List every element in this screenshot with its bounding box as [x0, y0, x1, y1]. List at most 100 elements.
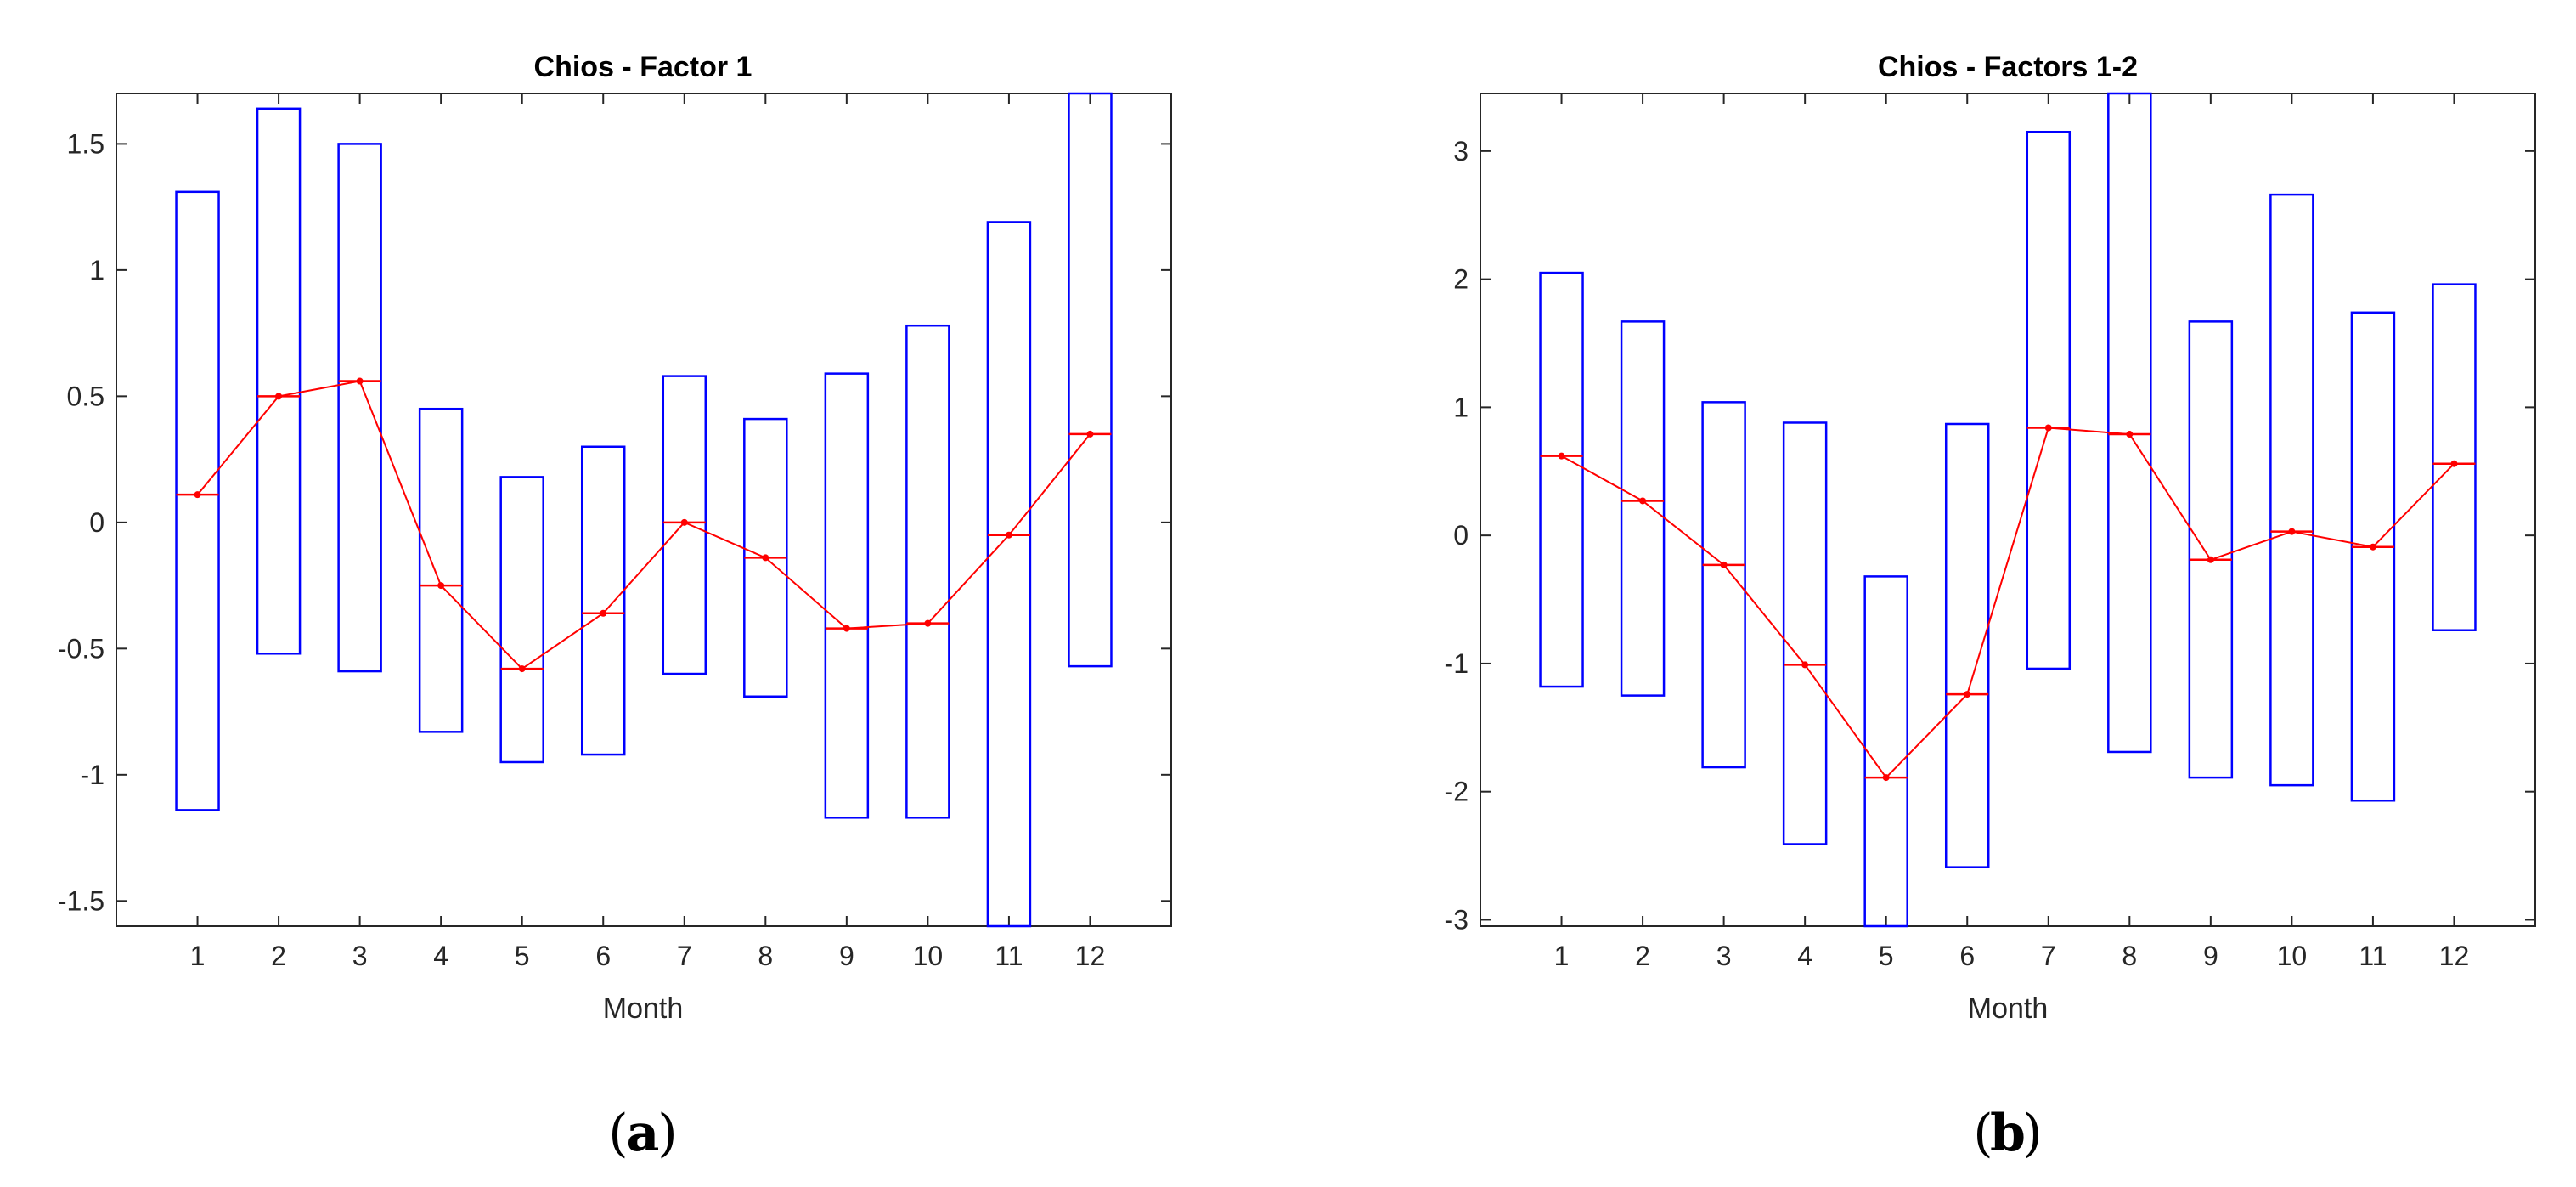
y-tick-label: 2 — [1453, 264, 1468, 295]
center-point — [1882, 774, 1890, 782]
x-tick-label: 8 — [2122, 941, 2137, 971]
box — [1944, 422, 1990, 868]
y-tick-label: 1 — [1453, 392, 1468, 422]
chart-b-caption-open-paren: ( — [1973, 1104, 1993, 1163]
x-tick-label: 11 — [995, 941, 1023, 971]
center-point — [2369, 543, 2376, 551]
x-tick-label: 12 — [1075, 941, 1106, 971]
center-point — [2288, 528, 2296, 535]
center-point — [600, 609, 607, 617]
box — [1863, 575, 1908, 928]
center-point — [437, 582, 445, 590]
chart-b-caption-close-paren: ) — [2022, 1104, 2042, 1163]
box — [1068, 92, 1113, 668]
center-point — [1964, 691, 1971, 698]
center-point — [1086, 430, 1094, 438]
box — [2107, 92, 2152, 754]
x-tick-label: 5 — [1879, 941, 1894, 971]
center-point — [1801, 661, 1809, 669]
x-tick-label: 2 — [1635, 941, 1650, 971]
center-point — [275, 393, 283, 400]
center-line — [196, 380, 1091, 670]
chart-a-plot: -1.5-1-0.500.511.51 2 3 4 5 6 7 8 9 10 11 12 — [58, 92, 1172, 971]
y-tick-label: 0 — [89, 507, 104, 538]
center-point — [194, 491, 201, 499]
y-tick-label: 1.5 — [67, 128, 104, 159]
y-tick-label: -1 — [81, 760, 104, 790]
center-point — [762, 554, 769, 562]
center-point — [1720, 561, 1728, 568]
chart-b-caption: b — [1990, 1104, 2026, 1163]
x-tick-label: 10 — [913, 941, 944, 971]
x-tick-label: 7 — [677, 941, 692, 971]
box — [2026, 130, 2072, 670]
chart-a-caption: a — [627, 1104, 660, 1163]
center-point — [2126, 431, 2134, 438]
center-point — [2044, 424, 2052, 432]
center-line — [1561, 427, 2455, 779]
box — [824, 372, 870, 819]
x-tick-label: 3 — [1716, 941, 1732, 971]
chart-a-caption-close-paren: ) — [657, 1104, 677, 1163]
box — [662, 375, 707, 675]
x-tick-label: 6 — [595, 941, 611, 971]
center-point — [680, 518, 688, 526]
box — [2432, 283, 2477, 631]
chart-a-xlabel: Month — [603, 992, 684, 1025]
x-tick-label: 1 — [1554, 941, 1570, 971]
box — [256, 107, 302, 655]
box — [175, 190, 220, 811]
box — [499, 476, 544, 764]
box — [1701, 401, 1746, 769]
x-tick-label: 5 — [515, 941, 530, 971]
chart-b-title: Chios - Factors 1-2 — [1878, 51, 2138, 83]
x-tick-label: 8 — [758, 941, 773, 971]
box — [2188, 320, 2234, 779]
box — [418, 407, 464, 733]
x-tick-label: 11 — [2359, 941, 2387, 971]
y-tick-label: -2 — [1445, 777, 1468, 807]
chart-b-xlabel: Month — [1968, 992, 2049, 1025]
box — [2350, 311, 2396, 802]
x-tick-label: 4 — [1797, 941, 1812, 971]
center-point — [356, 377, 364, 385]
center-point — [2450, 460, 2458, 467]
x-tick-label: 9 — [839, 941, 854, 971]
chart-a-axes-frame — [116, 93, 1172, 927]
y-tick-label: -1.5 — [58, 885, 104, 916]
center-point — [924, 619, 932, 627]
x-tick-label: 2 — [271, 941, 286, 971]
center-point — [2207, 556, 2214, 563]
center-point — [518, 665, 526, 673]
y-tick-label: -3 — [1445, 904, 1468, 935]
y-tick-label: 1 — [89, 255, 104, 285]
x-tick-label: 6 — [1959, 941, 1975, 971]
x-tick-label: 12 — [2439, 941, 2470, 971]
center-point — [1005, 531, 1012, 539]
x-tick-label: 9 — [2203, 941, 2218, 971]
chart-a-title: Chios - Factor 1 — [534, 51, 753, 83]
box — [1539, 271, 1584, 688]
y-tick-label: 0 — [1453, 520, 1468, 551]
x-tick-label: 1 — [190, 941, 206, 971]
x-tick-label: 3 — [352, 941, 368, 971]
center-point — [1558, 452, 1565, 460]
chart-a-caption-open-paren: ( — [608, 1104, 628, 1163]
x-tick-label: 10 — [2277, 941, 2308, 971]
box — [1620, 320, 1666, 697]
box — [1782, 421, 1828, 845]
x-tick-label: 7 — [2041, 941, 2056, 971]
box — [986, 221, 1032, 928]
y-tick-label: 3 — [1453, 136, 1468, 167]
y-tick-label: -1 — [1445, 648, 1468, 679]
box — [2269, 193, 2314, 787]
x-tick-label: 4 — [433, 941, 448, 971]
chart-b-axes-frame — [1480, 93, 2536, 927]
box — [905, 324, 950, 819]
y-tick-label: 0.5 — [67, 381, 104, 411]
center-point — [843, 625, 850, 632]
y-tick-label: -0.5 — [58, 633, 104, 664]
